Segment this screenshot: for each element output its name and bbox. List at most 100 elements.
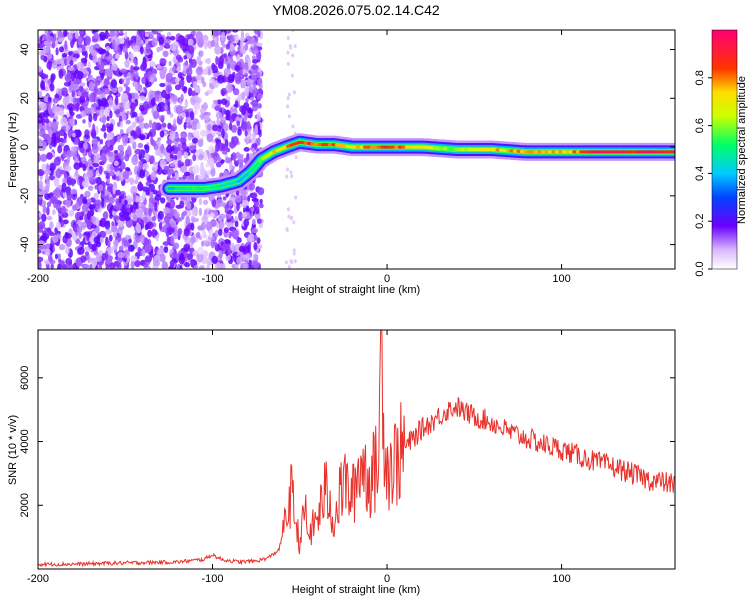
spectrogram-cell xyxy=(236,152,240,158)
spectrogram-cell xyxy=(200,50,204,57)
spectrogram-cell xyxy=(169,162,175,168)
spectrogram-cell xyxy=(236,256,243,265)
spectrogram-cell xyxy=(105,228,113,235)
spectrogram-cell xyxy=(220,143,229,151)
spectrogram-cell xyxy=(256,42,263,47)
spectrogram-cell xyxy=(52,104,57,114)
spectrogram-cell xyxy=(48,62,52,71)
spectrogram-cell xyxy=(258,203,264,209)
spectrogram-cell xyxy=(87,158,92,167)
spectrogram-cell xyxy=(46,43,50,54)
spectrogram-cell xyxy=(145,81,152,88)
spectrogram-cell xyxy=(106,115,110,122)
spectrogram-cell xyxy=(180,93,184,103)
spectrogram-cell xyxy=(147,131,153,137)
spectrogram-cell xyxy=(151,37,158,47)
spectrogram-cell xyxy=(97,57,102,65)
spectrogram-cell xyxy=(143,72,148,79)
spectrogram-cell xyxy=(287,264,291,269)
spectrogram-cell xyxy=(99,236,104,244)
spectrogram-cell xyxy=(216,156,222,162)
snr-xtick-label-1: -100 xyxy=(202,573,224,585)
spectrogram-cell xyxy=(83,142,88,150)
spectrogram-cell xyxy=(92,163,100,168)
spectrogram-cell xyxy=(192,154,197,162)
spectrogram-cell xyxy=(251,147,256,153)
spectrogram-cell xyxy=(38,249,42,254)
spectrogram-cell xyxy=(214,229,219,238)
spectrogram-cell xyxy=(38,71,43,76)
spectrogram-cell xyxy=(183,151,189,159)
spectrogram-cell xyxy=(60,116,68,127)
spectrogram-cell xyxy=(243,218,250,227)
colorbar-tick-label-0: 0.0 xyxy=(694,261,706,276)
spectrogram-cell xyxy=(157,137,162,142)
spectrogram-cell xyxy=(68,209,75,217)
spectrogram-cell xyxy=(196,56,201,65)
spectrogram-cell xyxy=(123,240,130,247)
spectrogram-cell xyxy=(138,153,143,161)
spectrogram-cell xyxy=(113,215,120,221)
spectrogram-cell xyxy=(220,37,225,42)
spectrogram-cell xyxy=(159,44,164,52)
spectrogram-cell xyxy=(196,252,204,263)
spectrogram-cell xyxy=(130,255,138,262)
spectrogram-cell xyxy=(183,121,187,130)
spectrogram-cell xyxy=(137,246,141,253)
spectrogram-cell xyxy=(52,136,57,145)
spectrogram-cell xyxy=(132,202,138,210)
spectrogram-cell xyxy=(81,203,89,213)
spectrogram-cell xyxy=(150,76,154,82)
spectrogram-cell xyxy=(79,67,88,73)
spectrogram-cell xyxy=(256,218,262,224)
spectrogram-cell xyxy=(97,98,102,108)
spectrogram-cell xyxy=(41,49,47,55)
spectrogram-cell xyxy=(141,249,146,257)
spectrogram-cell xyxy=(46,206,50,216)
spectrogram-cell xyxy=(57,145,63,154)
spectrogram-cell xyxy=(200,129,208,137)
spectrogram-ytick-label-3: 20 xyxy=(19,92,31,104)
spectrogram-cell xyxy=(138,181,143,191)
spectrogram-cell xyxy=(207,67,211,76)
spectrogram-cell xyxy=(183,55,188,60)
spectrogram-cell xyxy=(109,30,115,37)
spectrogram-cell xyxy=(83,196,87,204)
spectrogram-cell xyxy=(83,231,91,236)
spectrogram-cell xyxy=(147,229,153,238)
spectrogram-cell xyxy=(236,237,242,244)
spectrogram-cell xyxy=(62,138,67,144)
spectrogram-cell xyxy=(77,246,85,255)
spectrogram-cell xyxy=(117,144,125,152)
spectrogram-cell xyxy=(228,246,232,256)
spectrogram-cell xyxy=(250,43,255,48)
spectrogram-cell xyxy=(92,154,100,164)
colorbar-tick-label-1: 0.2 xyxy=(694,214,706,229)
spectrogram-cell xyxy=(77,36,82,46)
spectrogram-cell xyxy=(40,54,45,61)
spectrogram-cell xyxy=(294,195,298,200)
spectrogram-cell xyxy=(155,93,160,102)
spectrogram-cell xyxy=(160,197,166,204)
spectrogram-cell xyxy=(210,212,215,218)
spectrogram-cell xyxy=(38,227,43,233)
spectrogram-cell xyxy=(290,216,294,221)
spectrogram-cell xyxy=(118,195,122,204)
spectrogram-cell xyxy=(243,211,248,218)
spectrogram-cell xyxy=(173,118,177,127)
spectrogram-cell xyxy=(186,116,192,124)
spectrogram-cell xyxy=(98,263,102,269)
spectrogram-cell xyxy=(285,174,289,179)
snr-ytick-label-1: 4000 xyxy=(19,429,31,453)
spectrogram-cell xyxy=(108,156,115,163)
colorbar-tick-label-4: 0.8 xyxy=(694,70,706,85)
spectrogram-cell xyxy=(144,32,150,38)
spectrogram-cell xyxy=(170,146,175,152)
spectrogram-cell xyxy=(220,30,227,33)
spectrogram-cell xyxy=(38,233,41,240)
spectrogram-cell xyxy=(100,152,107,161)
spectrogram-cell xyxy=(151,139,155,147)
spectrogram-cell xyxy=(178,217,183,222)
spectrogram-cell xyxy=(248,181,255,191)
spectrogram-cell xyxy=(209,78,215,84)
